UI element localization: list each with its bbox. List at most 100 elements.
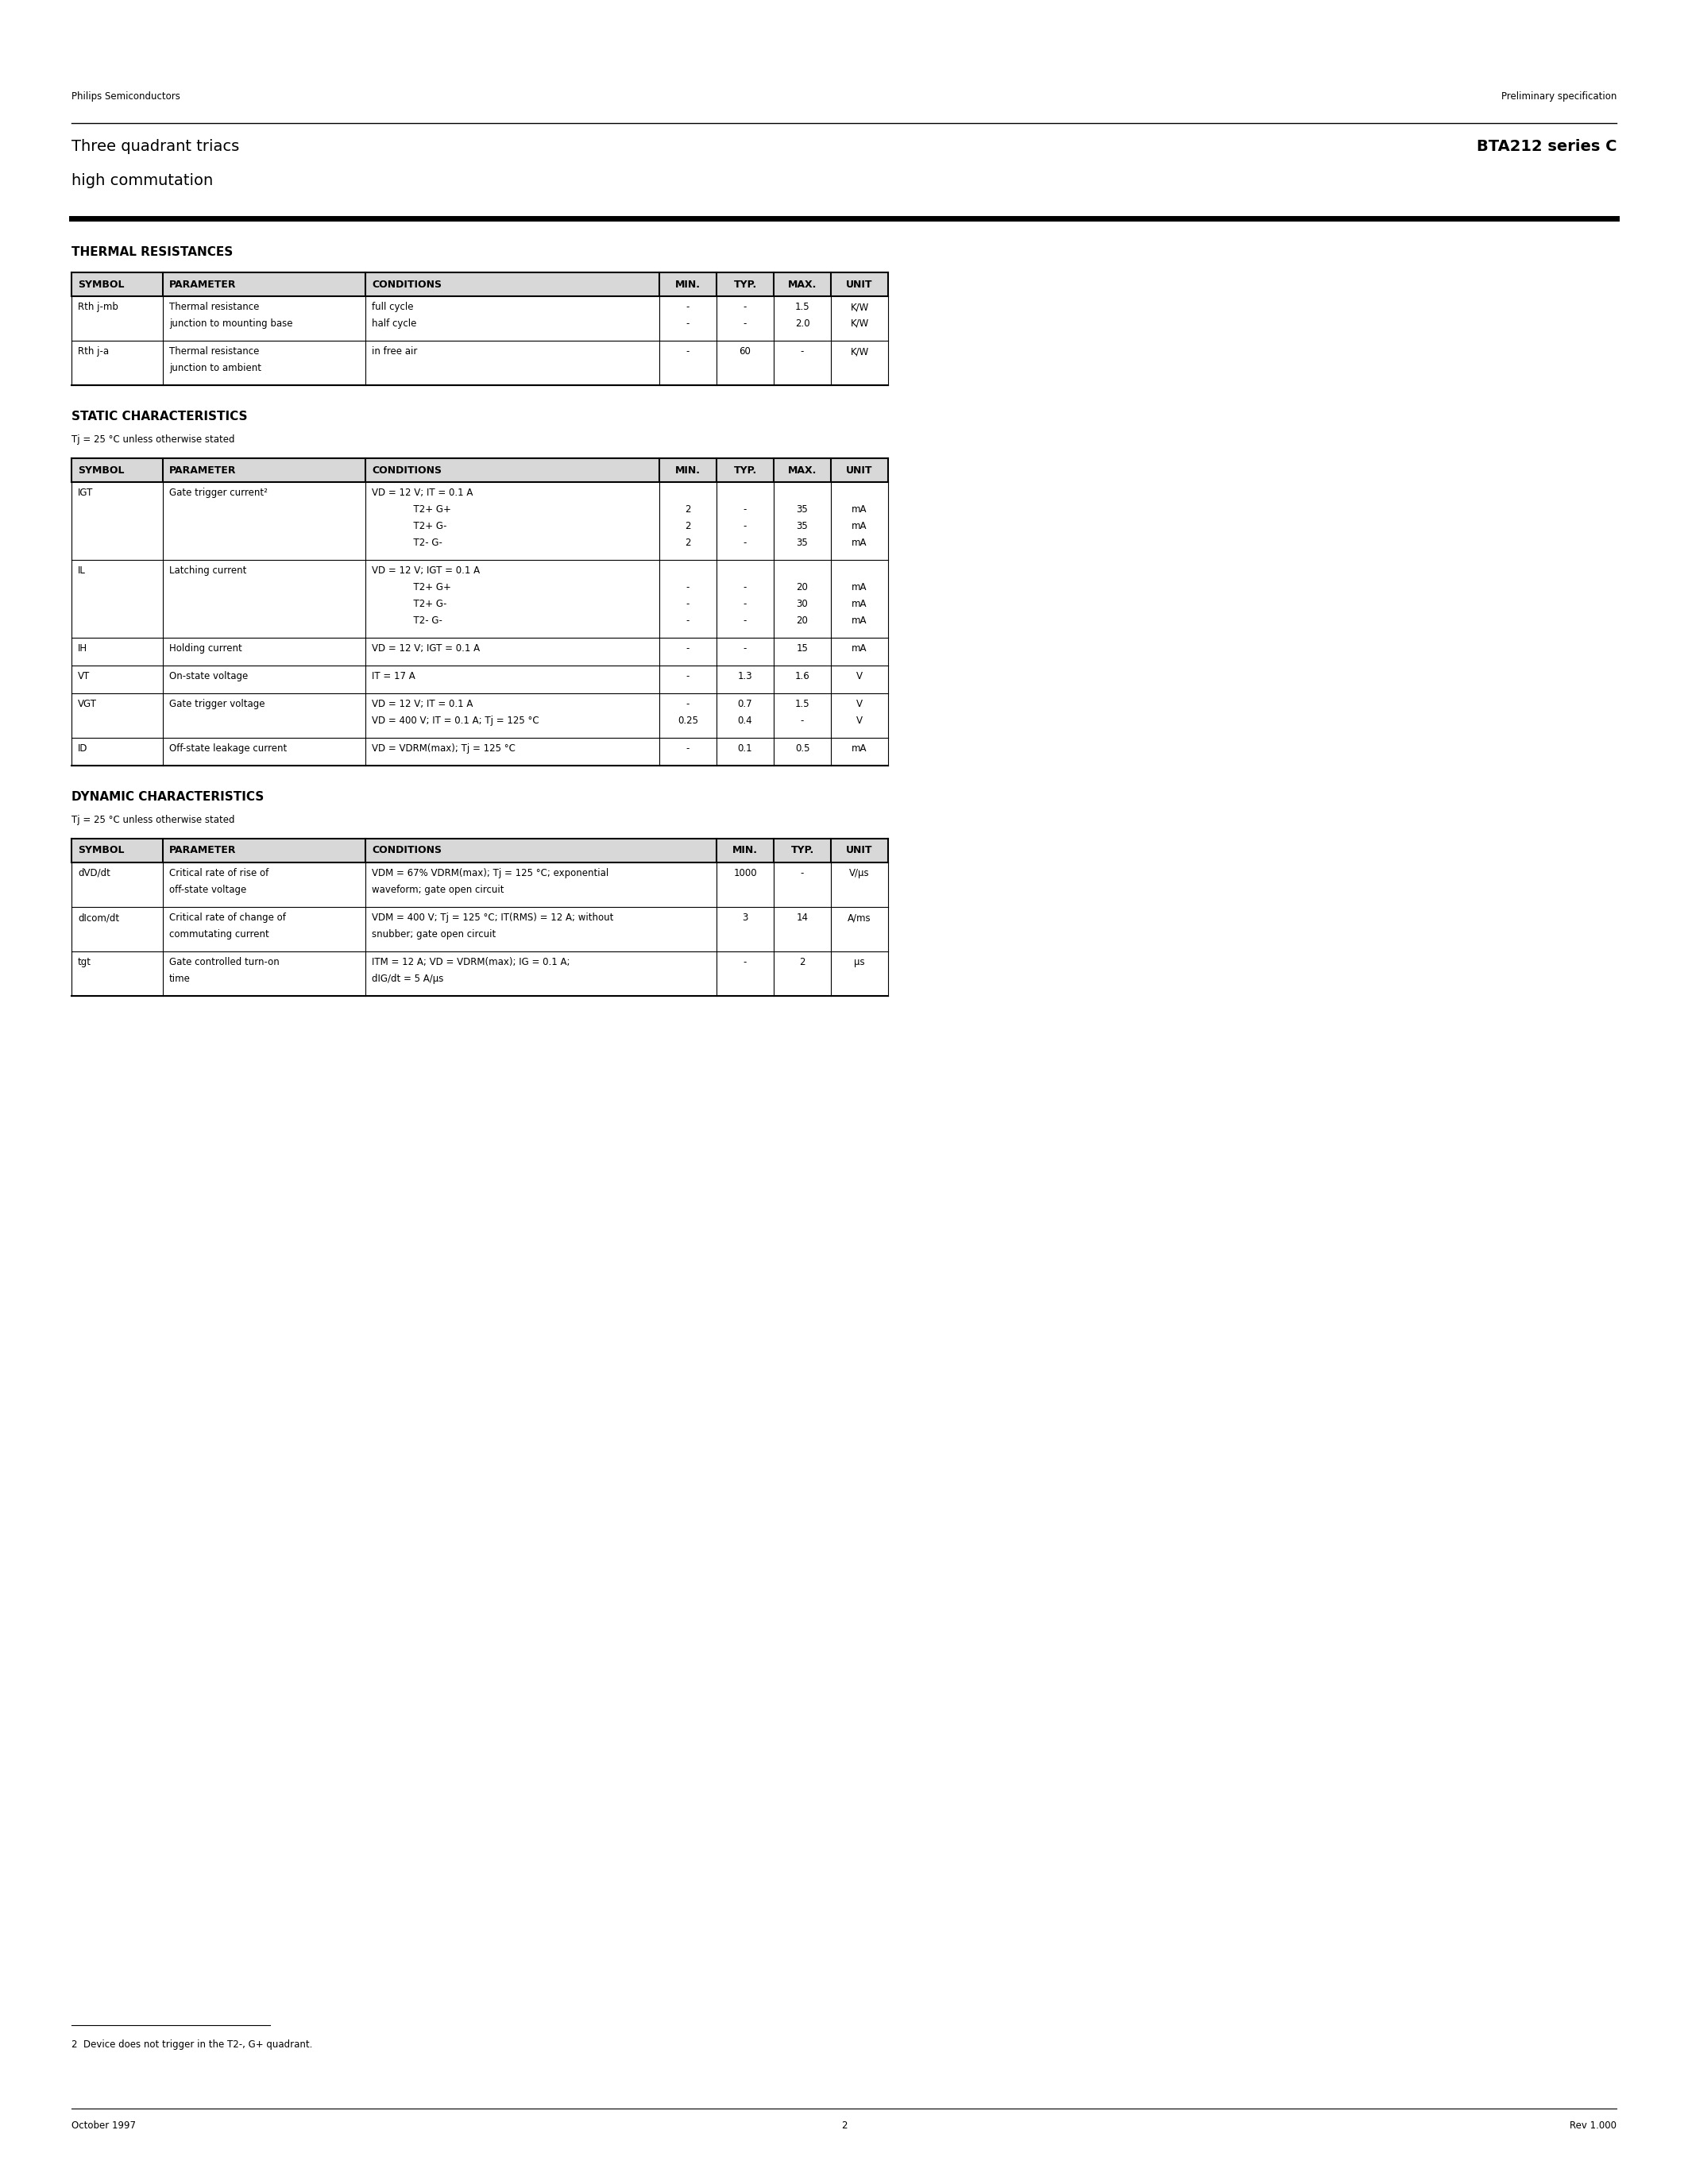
- Text: -: -: [685, 347, 690, 356]
- Text: mA: mA: [852, 598, 868, 609]
- Text: K/W: K/W: [851, 319, 869, 330]
- Text: A/ms: A/ms: [847, 913, 871, 924]
- Text: PARAMETER: PARAMETER: [169, 280, 236, 290]
- Text: 35: 35: [797, 505, 809, 515]
- Bar: [71, 839, 888, 863]
- Text: in free air: in free air: [371, 347, 417, 356]
- Text: MAX.: MAX.: [788, 465, 817, 476]
- Text: full cycle: full cycle: [371, 301, 414, 312]
- Text: -: -: [685, 616, 690, 627]
- Text: On-state voltage: On-state voltage: [169, 670, 248, 681]
- Text: MIN.: MIN.: [675, 280, 701, 290]
- Text: TYP.: TYP.: [790, 845, 814, 856]
- Text: STATIC CHARACTERISTICS: STATIC CHARACTERISTICS: [71, 411, 248, 422]
- Bar: [71, 273, 888, 297]
- Text: 2: 2: [685, 522, 690, 531]
- Text: Holding current: Holding current: [169, 644, 241, 653]
- Text: IL: IL: [78, 566, 86, 577]
- Text: 15: 15: [797, 644, 809, 653]
- Text: -: -: [743, 505, 746, 515]
- Text: Preliminary specification: Preliminary specification: [1501, 92, 1617, 103]
- Text: Gate trigger voltage: Gate trigger voltage: [169, 699, 265, 710]
- Text: mA: mA: [852, 522, 868, 531]
- Text: V: V: [856, 670, 863, 681]
- Text: T2- G-: T2- G-: [371, 537, 442, 548]
- Text: T2+ G-: T2+ G-: [371, 522, 447, 531]
- Text: TYP.: TYP.: [734, 465, 756, 476]
- Text: tgt: tgt: [78, 957, 91, 968]
- Text: mA: mA: [852, 616, 868, 627]
- Text: -: -: [685, 644, 690, 653]
- Text: junction to ambient: junction to ambient: [169, 363, 262, 373]
- Text: THERMAL RESISTANCES: THERMAL RESISTANCES: [71, 247, 233, 258]
- Text: high commutation: high commutation: [71, 173, 213, 188]
- Text: Rth j-mb: Rth j-mb: [78, 301, 118, 312]
- Text: October 1997: October 1997: [71, 2121, 135, 2132]
- Text: 3: 3: [743, 913, 748, 924]
- Text: V: V: [856, 716, 863, 725]
- Text: 14: 14: [797, 913, 809, 924]
- Text: -: -: [800, 716, 803, 725]
- Text: -: -: [685, 743, 690, 753]
- Text: IGT: IGT: [78, 487, 93, 498]
- Text: -: -: [800, 347, 803, 356]
- Text: -: -: [743, 537, 746, 548]
- Text: -: -: [743, 616, 746, 627]
- Text: VD = 12 V; IGT = 0.1 A: VD = 12 V; IGT = 0.1 A: [371, 566, 479, 577]
- Text: CONDITIONS: CONDITIONS: [371, 465, 442, 476]
- Text: dVD/dt: dVD/dt: [78, 867, 110, 878]
- Text: 1.5: 1.5: [795, 301, 810, 312]
- Text: Latching current: Latching current: [169, 566, 246, 577]
- Text: CONDITIONS: CONDITIONS: [371, 280, 442, 290]
- Text: mA: mA: [852, 505, 868, 515]
- Text: -: -: [743, 301, 746, 312]
- Text: mA: mA: [852, 743, 868, 753]
- Text: 2: 2: [800, 957, 805, 968]
- Text: 60: 60: [739, 347, 751, 356]
- Text: -: -: [685, 670, 690, 681]
- Text: 1.6: 1.6: [795, 670, 810, 681]
- Text: Philips Semiconductors: Philips Semiconductors: [71, 92, 181, 103]
- Text: MIN.: MIN.: [675, 465, 701, 476]
- Text: DYNAMIC CHARACTERISTICS: DYNAMIC CHARACTERISTICS: [71, 791, 263, 804]
- Text: 1000: 1000: [733, 867, 756, 878]
- Text: time: time: [169, 974, 191, 985]
- Text: ITM = 12 A; VD = VDRM(max); IG = 0.1 A;: ITM = 12 A; VD = VDRM(max); IG = 0.1 A;: [371, 957, 571, 968]
- Text: -: -: [685, 583, 690, 592]
- Text: Critical rate of change of: Critical rate of change of: [169, 913, 285, 924]
- Text: T2+ G+: T2+ G+: [371, 583, 451, 592]
- Text: off-state voltage: off-state voltage: [169, 885, 246, 895]
- Text: 1.3: 1.3: [738, 670, 753, 681]
- Text: 0.5: 0.5: [795, 743, 810, 753]
- Text: -: -: [685, 699, 690, 710]
- Text: V: V: [856, 699, 863, 710]
- Text: VD = 400 V; IT = 0.1 A; Tj = 125 °C: VD = 400 V; IT = 0.1 A; Tj = 125 °C: [371, 716, 538, 725]
- Text: VD = VDRM(max); Tj = 125 °C: VD = VDRM(max); Tj = 125 °C: [371, 743, 515, 753]
- Text: 0.1: 0.1: [738, 743, 753, 753]
- Text: IH: IH: [78, 644, 88, 653]
- Text: MIN.: MIN.: [733, 845, 758, 856]
- Text: TYP.: TYP.: [734, 280, 756, 290]
- Text: mA: mA: [852, 644, 868, 653]
- Text: -: -: [743, 644, 746, 653]
- Text: VT: VT: [78, 670, 89, 681]
- Text: commutating current: commutating current: [169, 928, 268, 939]
- Text: VD = 12 V; IT = 0.1 A: VD = 12 V; IT = 0.1 A: [371, 487, 473, 498]
- Text: snubber; gate open circuit: snubber; gate open circuit: [371, 928, 496, 939]
- Text: 2: 2: [841, 2121, 847, 2132]
- Text: -: -: [743, 522, 746, 531]
- Text: 2  Device does not trigger in the T2-, G+ quadrant.: 2 Device does not trigger in the T2-, G+…: [71, 2040, 312, 2051]
- Text: mA: mA: [852, 583, 868, 592]
- Text: VDM = 400 V; Tj = 125 °C; IT(RMS) = 12 A; without: VDM = 400 V; Tj = 125 °C; IT(RMS) = 12 A…: [371, 913, 613, 924]
- Text: VGT: VGT: [78, 699, 96, 710]
- Text: BTA212 series C: BTA212 series C: [1477, 140, 1617, 155]
- Text: -: -: [685, 598, 690, 609]
- Text: -: -: [800, 867, 803, 878]
- Text: 35: 35: [797, 537, 809, 548]
- Text: -: -: [743, 598, 746, 609]
- Text: Rev 1.000: Rev 1.000: [1570, 2121, 1617, 2132]
- Text: 2.0: 2.0: [795, 319, 810, 330]
- Text: Three quadrant triacs: Three quadrant triacs: [71, 140, 240, 155]
- Text: SYMBOL: SYMBOL: [78, 465, 125, 476]
- Text: VD = 12 V; IGT = 0.1 A: VD = 12 V; IGT = 0.1 A: [371, 644, 479, 653]
